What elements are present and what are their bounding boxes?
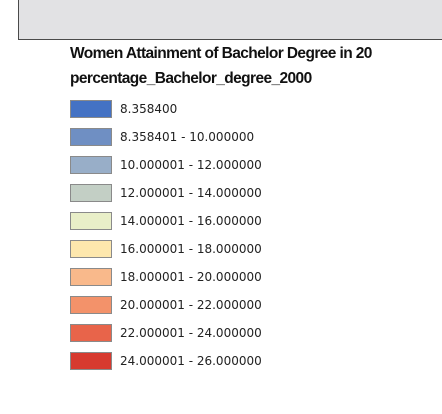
legend-swatch — [70, 100, 112, 118]
legend-field-name: percentage_Bachelor_degree_2000 — [70, 70, 312, 87]
legend-swatch — [70, 156, 112, 174]
legend-item-label: 8.358401 - 10.000000 — [120, 130, 255, 144]
legend-item-label: 16.000001 - 18.000000 — [120, 242, 262, 256]
legend-swatch — [70, 128, 112, 146]
legend-swatch — [70, 268, 112, 286]
legend-item-label: 20.000001 - 22.000000 — [120, 298, 262, 312]
legend-swatch — [70, 240, 112, 258]
legend-item-label: 8.358400 — [120, 102, 178, 116]
legend-swatch — [70, 296, 112, 314]
legend-swatch — [70, 212, 112, 230]
legend-item-label: 24.000001 - 26.000000 — [120, 354, 262, 368]
legend-title: Women Attainment of Bachelor Degree in 2… — [70, 45, 372, 62]
legend-item-label: 22.000001 - 24.000000 — [120, 326, 262, 340]
legend-swatch — [70, 352, 112, 370]
legend: Women Attainment of Bachelor Degree in 2… — [70, 43, 442, 370]
legend-item-label: 12.000001 - 14.000000 — [120, 186, 262, 200]
map-frame — [18, 0, 442, 40]
legend-item-label: 10.000001 - 12.000000 — [120, 158, 262, 172]
legend-swatch — [70, 184, 112, 202]
legend-swatch — [70, 324, 112, 342]
legend-item-label: 18.000001 - 20.000000 — [120, 270, 262, 284]
legend-item-label: 14.000001 - 16.000000 — [120, 214, 262, 228]
